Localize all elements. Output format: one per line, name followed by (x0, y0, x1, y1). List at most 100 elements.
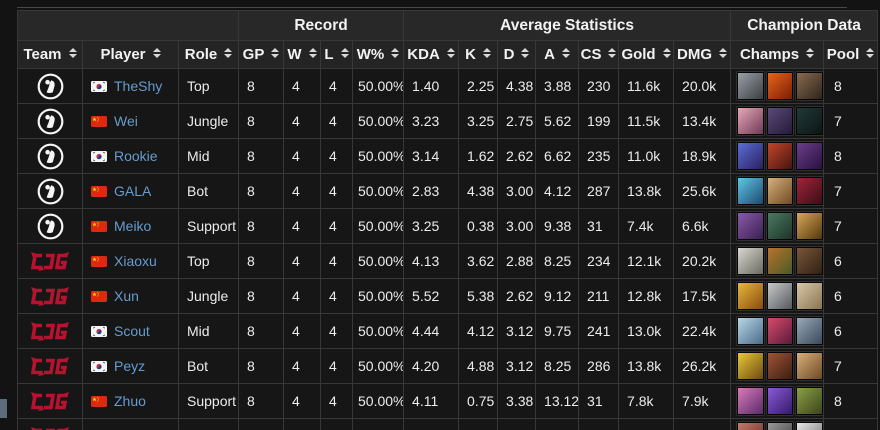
jdg-team-logo-icon (19, 245, 82, 278)
champion-icon[interactable] (737, 352, 764, 380)
cell-gp: 8 (238, 138, 284, 174)
player-link[interactable]: GALA (114, 182, 152, 199)
champion-icon[interactable] (796, 142, 823, 170)
champion-icon[interactable] (796, 247, 823, 275)
champion-icon[interactable] (737, 317, 764, 345)
champion-icon[interactable] (737, 72, 764, 100)
champion-icon[interactable] (766, 422, 794, 430)
cell-kda: 1.40 (403, 68, 460, 104)
col-header-l[interactable]: L (320, 40, 353, 69)
cell-k (458, 418, 499, 430)
champion-icon[interactable] (796, 422, 823, 430)
player-link[interactable]: Xun (114, 287, 139, 304)
col-header-d[interactable]: D (497, 40, 537, 69)
champion-icon[interactable] (737, 212, 764, 240)
col-header-label: Gold (621, 46, 656, 63)
col-header-champs[interactable]: Champs (730, 40, 825, 69)
champion-icon[interactable] (766, 352, 794, 380)
champion-icon[interactable] (737, 387, 764, 415)
champion-icon[interactable] (737, 282, 764, 310)
champion-icon[interactable] (796, 317, 823, 345)
champion-icon[interactable] (796, 212, 823, 240)
cell-wpct: 50.00% (351, 138, 405, 174)
cell-w: 4 (283, 138, 321, 174)
cell-gold (618, 418, 675, 430)
cell-gp: 8 (238, 383, 284, 419)
player-link[interactable]: TheShy (114, 77, 163, 94)
champion-icon[interactable] (737, 422, 764, 430)
cell-kda (403, 418, 460, 430)
sort-icon (866, 48, 875, 58)
cell-w: 4 (283, 208, 321, 244)
group-header-row: Record Average Statistics Champion Data (17, 10, 879, 41)
cell-pool: 6 (823, 313, 879, 349)
page-edge-scroll-fragment (0, 399, 7, 418)
cell-gp: 8 (238, 68, 284, 104)
champion-icon[interactable] (766, 177, 794, 205)
col-header-role[interactable]: Role (178, 40, 239, 69)
cell-d: 3.00 (497, 173, 537, 209)
champion-icon[interactable] (766, 212, 794, 240)
champion-icon[interactable] (766, 107, 794, 135)
player-link[interactable]: Rookie (114, 147, 158, 164)
ig-team-logo-icon (19, 210, 82, 243)
champion-icon[interactable] (766, 72, 794, 100)
champion-icon[interactable] (796, 177, 823, 205)
champion-icon[interactable] (796, 72, 823, 100)
col-header-label: Champs (739, 46, 800, 63)
player-link[interactable]: Peyz (114, 357, 146, 374)
col-header-cs[interactable]: CS (578, 40, 620, 69)
jdg-team-logo-icon (19, 420, 82, 430)
champion-icon[interactable] (737, 107, 764, 135)
cell-l: 4 (320, 173, 353, 209)
cell-champs (730, 313, 825, 349)
cell-l: 4 (320, 68, 353, 104)
champion-icon[interactable] (796, 352, 823, 380)
player-link[interactable]: Scout (114, 322, 150, 339)
cell-cs (578, 418, 620, 430)
champion-icon[interactable] (796, 107, 823, 135)
cn-flag-icon (91, 114, 107, 130)
sort-icon (446, 48, 455, 58)
group-header-average-statistics: Average Statistics (403, 10, 732, 41)
cell-role: Jungle (178, 278, 239, 314)
col-header-kda[interactable]: KDA (403, 40, 460, 69)
cell-kda: 3.14 (403, 138, 460, 174)
col-header-gold[interactable]: Gold (618, 40, 675, 69)
player-link[interactable]: Xiaoxu (114, 252, 157, 269)
col-header-pool[interactable]: Pool (823, 40, 879, 69)
table-row: Peyz Bot 8 4 4 50.00% 4.20 4.88 3.12 8.25 286 13.8k… (17, 348, 879, 384)
champion-icon[interactable] (737, 177, 764, 205)
cell-d: 4.38 (497, 68, 537, 104)
cell-a: 6.62 (535, 138, 580, 174)
col-header-team[interactable]: Team (17, 40, 83, 69)
player-link[interactable]: Zhuo (114, 392, 146, 409)
col-header-k[interactable]: K (458, 40, 499, 69)
cell-kda: 4.13 (403, 243, 460, 279)
cell-l: 4 (320, 243, 353, 279)
champion-icon[interactable] (737, 247, 764, 275)
col-header-wpct[interactable]: W% (351, 40, 405, 69)
champion-icon[interactable] (766, 142, 794, 170)
cell-cs: 211 (578, 278, 620, 314)
champion-icon[interactable] (796, 387, 823, 415)
cell-d: 2.62 (497, 278, 537, 314)
cell-kda: 2.83 (403, 173, 460, 209)
table-body: TheShy Top 8 4 4 50.00% 1.40 2.25 4.38 3.88 230 11.… (17, 68, 879, 430)
champion-icon[interactable] (796, 282, 823, 310)
champion-icon[interactable] (766, 317, 794, 345)
col-header-a[interactable]: A (535, 40, 580, 69)
col-header-gp[interactable]: GP (238, 40, 284, 69)
cell-player: Meiko (82, 208, 179, 244)
player-link[interactable]: Wei (114, 112, 138, 129)
col-header-player[interactable]: Player (82, 40, 179, 69)
champion-icon[interactable] (766, 387, 794, 415)
champs-list (737, 175, 823, 208)
player-link[interactable]: Meiko (114, 217, 152, 234)
col-header-dmg[interactable]: DMG (673, 40, 732, 69)
champion-icon[interactable] (766, 247, 794, 275)
col-header-w[interactable]: W (283, 40, 321, 69)
cell-role: Top (178, 243, 239, 279)
champion-icon[interactable] (737, 142, 764, 170)
champion-icon[interactable] (766, 282, 794, 310)
